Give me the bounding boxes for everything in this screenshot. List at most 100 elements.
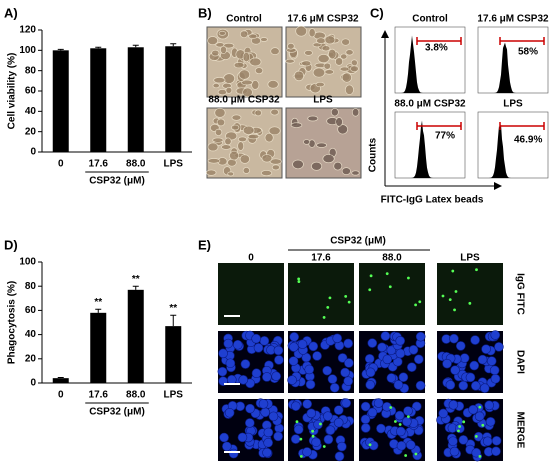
nucleus xyxy=(481,344,491,354)
nucleus xyxy=(415,331,426,342)
nucleus xyxy=(289,332,299,342)
nucleus xyxy=(438,408,449,419)
error-bar xyxy=(95,308,102,313)
histogram-title: Control xyxy=(412,14,448,25)
nucleus xyxy=(365,380,376,390)
nucleus xyxy=(233,339,243,350)
histogram-frame xyxy=(394,111,466,179)
bead xyxy=(295,420,299,424)
nucleus xyxy=(306,408,317,419)
column-label: 0 xyxy=(248,253,254,264)
x-axis-title: CSP32 (μM) xyxy=(89,176,145,187)
cell xyxy=(341,72,352,83)
nucleus xyxy=(297,339,308,350)
cell xyxy=(254,109,262,117)
nucleus xyxy=(287,375,297,385)
gate-percent: 58% xyxy=(518,47,538,58)
nucleus xyxy=(268,411,279,422)
significance: ** xyxy=(169,303,177,314)
gate-percent: 46.9% xyxy=(514,135,542,146)
y-tick-label: 100 xyxy=(19,257,36,268)
nucleus xyxy=(373,398,384,408)
bar xyxy=(52,50,69,153)
cell xyxy=(231,114,242,121)
bead xyxy=(311,434,315,438)
cell xyxy=(268,126,281,136)
histogram-frame xyxy=(477,111,549,179)
histogram-frame xyxy=(477,26,549,94)
bead xyxy=(297,277,301,281)
y-tick-label: 120 xyxy=(19,25,36,36)
nucleus xyxy=(325,425,336,435)
cell xyxy=(248,33,258,40)
gate xyxy=(416,37,462,45)
cell xyxy=(308,28,316,38)
y-axis-title: Cell viability (%) xyxy=(7,53,18,130)
nucleus xyxy=(343,338,353,349)
micrograph-title: 17.6 μM CSP32 xyxy=(287,14,359,25)
bead xyxy=(481,423,485,427)
y-tick-label: 0 xyxy=(30,147,36,158)
nucleus xyxy=(273,345,284,356)
y-tick-label: 20 xyxy=(25,126,37,137)
y-tick-label: 40 xyxy=(25,329,37,340)
cell xyxy=(330,107,339,117)
bead xyxy=(322,445,326,448)
bar xyxy=(127,47,144,152)
cell xyxy=(242,52,251,63)
nucleus xyxy=(396,440,407,451)
cell xyxy=(247,133,260,140)
nucleus xyxy=(288,356,299,366)
column-label: 88.0 xyxy=(382,253,402,264)
nucleus xyxy=(402,416,412,427)
nucleus xyxy=(263,437,273,448)
bead xyxy=(468,301,472,305)
cell xyxy=(293,70,305,82)
bead xyxy=(299,454,303,458)
panel-label: C) xyxy=(370,5,384,20)
cell xyxy=(254,67,264,75)
bead xyxy=(448,298,452,302)
cell xyxy=(231,124,240,131)
nucleus xyxy=(360,423,371,433)
fluorescence-image xyxy=(437,263,503,325)
bead xyxy=(462,420,466,424)
nucleus xyxy=(308,341,319,352)
cell xyxy=(218,30,226,36)
nucleus xyxy=(304,364,315,375)
cell xyxy=(333,161,343,171)
nucleus xyxy=(455,341,466,351)
cell xyxy=(260,37,268,42)
nucleus xyxy=(311,437,321,448)
nucleus xyxy=(486,356,497,366)
cell xyxy=(233,61,245,69)
nucleus xyxy=(403,406,413,416)
cell xyxy=(292,159,304,170)
cell xyxy=(225,86,233,94)
nucleus xyxy=(395,335,406,346)
bead xyxy=(388,285,392,289)
cell xyxy=(251,80,260,90)
bead xyxy=(393,420,397,423)
y-tick-label: 60 xyxy=(25,305,37,316)
nucleus xyxy=(312,351,322,361)
significance: ** xyxy=(94,297,102,308)
nucleus xyxy=(240,359,251,369)
bead xyxy=(404,454,408,457)
panel-label: A) xyxy=(4,5,18,20)
micrograph-title: Control xyxy=(226,14,262,25)
x-tick-label: 88.0 xyxy=(126,390,146,401)
nucleus xyxy=(222,441,232,452)
cell xyxy=(224,137,232,146)
nucleus xyxy=(450,365,460,375)
cell xyxy=(285,58,295,64)
bead xyxy=(311,429,315,433)
column-label: LPS xyxy=(460,253,480,264)
cell xyxy=(339,66,350,72)
bead xyxy=(451,269,455,273)
bar xyxy=(165,46,182,153)
bead xyxy=(474,435,478,438)
nucleus xyxy=(337,441,347,452)
nucleus xyxy=(332,333,343,344)
nucleus xyxy=(360,414,371,425)
